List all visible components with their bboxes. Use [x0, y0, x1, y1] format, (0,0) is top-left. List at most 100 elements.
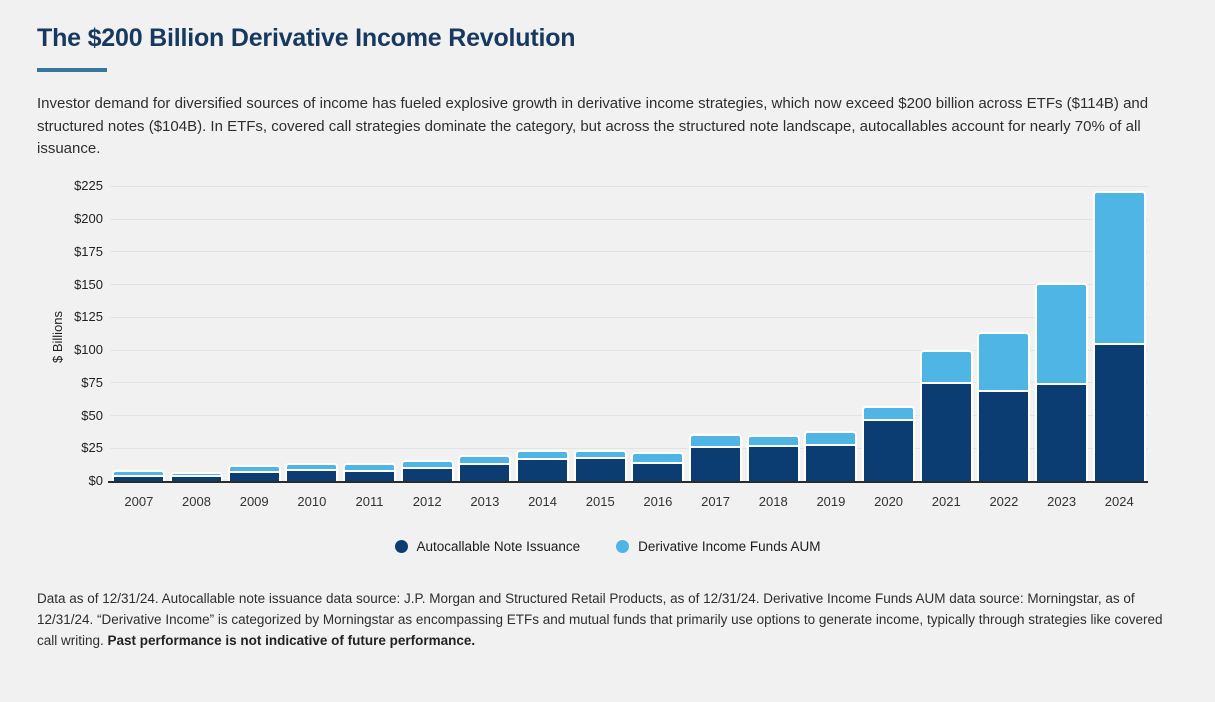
autocallable-segment — [345, 471, 395, 481]
autocallable-segment — [691, 448, 741, 481]
stacked-bar — [862, 406, 916, 481]
aum-segment — [345, 464, 395, 472]
y-axis: $0 $25 $50 $75 $100 $125 $150 $175 $200 $225 — [34, 178, 103, 488]
y-axis-tick-label: $50 — [81, 407, 103, 423]
autocallable-segment — [460, 465, 510, 481]
aum-segment — [921, 351, 971, 385]
stacked-bar — [227, 465, 281, 481]
y-axis-tick-label: $25 — [81, 440, 103, 456]
stacked-bar — [458, 454, 512, 481]
bar-group-2016 — [629, 186, 687, 481]
y-axis-tick-label: $175 — [74, 243, 103, 259]
aum-segment — [748, 437, 798, 447]
x-axis-label: 2015 — [585, 494, 615, 509]
stacked-bar — [1035, 283, 1089, 481]
x-axis-label: 2013 — [470, 494, 500, 509]
y-axis-tick-label: $150 — [74, 276, 103, 292]
gridline — [110, 284, 1148, 285]
x-axis-label: 2018 — [758, 494, 788, 509]
stacked-bar — [631, 452, 685, 481]
stacked-bar — [516, 449, 570, 481]
stacked-bar — [977, 331, 1031, 481]
gridline — [110, 415, 1148, 416]
bar-group-2007 — [110, 186, 168, 481]
aum-legend-dot-icon — [616, 540, 630, 553]
stacked-bar — [400, 459, 454, 481]
bar-group-2012 — [398, 186, 456, 481]
footer-text: Data as of 12/31/24. Autocallable note i… — [37, 591, 1163, 648]
autocallable-segment — [114, 477, 164, 481]
x-axis-label: 2010 — [297, 494, 327, 509]
bar-group-2008 — [168, 186, 226, 481]
bar-series-container — [110, 186, 1148, 481]
bar-group-2021 — [917, 186, 975, 481]
autocallable-segment — [806, 445, 856, 481]
x-axis-label: 2009 — [239, 494, 269, 509]
bar-group-2011 — [341, 186, 399, 481]
aum-segment — [864, 408, 914, 421]
aum-segment — [460, 456, 510, 466]
bar-group-2015 — [571, 186, 629, 481]
y-axis-tick-label: $125 — [74, 309, 103, 325]
chart-plot-area — [108, 185, 1148, 483]
gridline — [110, 316, 1148, 318]
bar-group-2020 — [860, 186, 918, 481]
page-title: The $200 Billion Derivative Income Revol… — [37, 24, 576, 52]
aum-segment — [172, 473, 221, 478]
aum-segment — [575, 451, 625, 459]
x-axis-label: 2019 — [816, 494, 846, 509]
autocallable-segment — [748, 446, 798, 481]
x-axis-line — [108, 481, 1148, 483]
source-disclosure-text: Data as of 12/31/24. Autocallable note i… — [37, 588, 1182, 651]
bar-group-2014 — [514, 186, 572, 481]
autocallable-segment — [1037, 385, 1087, 481]
aum-segment — [287, 464, 337, 471]
x-axis-label: 2011 — [355, 494, 384, 509]
aum-segment — [229, 467, 279, 474]
autocallable-segment — [633, 463, 683, 481]
x-axis-label: 2020 — [874, 494, 904, 509]
stacked-bar — [746, 435, 800, 481]
aum-segment — [402, 461, 452, 470]
legend-entry-aum: Derivative Income Funds AUM — [616, 539, 820, 554]
bar-group-2017 — [687, 186, 745, 481]
autocallable-segment — [172, 477, 221, 481]
gridline — [110, 185, 1148, 187]
x-axis-label: 2024 — [1104, 494, 1134, 509]
aum-segment — [979, 333, 1029, 392]
y-axis-tick-label: $0 — [88, 473, 103, 488]
autocallable-segment — [1094, 344, 1144, 481]
gridline — [110, 218, 1148, 220]
autocallable-segment — [979, 391, 1029, 481]
stacked-bar — [170, 471, 223, 481]
stacked-bar — [1092, 191, 1146, 481]
aum-segment — [1037, 285, 1087, 386]
footer-disclaimer-bold: Past performance is not indicative of fu… — [107, 633, 476, 648]
bar-group-2024 — [1090, 186, 1148, 481]
y-axis-tick-label: $200 — [74, 211, 103, 226]
autocallable-segment — [518, 460, 568, 481]
stacked-bar — [689, 433, 743, 481]
chart-legend: Autocallable Note Issuance Derivative In… — [0, 539, 1215, 554]
x-axis: 2007 2008 2009 2010 2011 2012 2013 2014 2015 2016… — [110, 494, 1148, 509]
stacked-bar — [919, 349, 973, 481]
y-axis-tick-label: $100 — [74, 342, 103, 357]
x-axis-label: 2022 — [989, 494, 1019, 509]
aum-segment — [518, 451, 568, 461]
aum-segment — [691, 435, 741, 449]
gridline — [110, 349, 1148, 351]
legend-entry-autocallable: Autocallable Note Issuance — [394, 539, 581, 554]
aum-segment — [633, 454, 683, 464]
legend-label: Derivative Income Funds AUM — [638, 539, 821, 554]
title-accent-bar — [37, 68, 107, 72]
x-axis-label: 2007 — [124, 494, 154, 509]
stacked-bar — [573, 449, 627, 481]
x-axis-label: 2023 — [1047, 494, 1077, 509]
y-axis-tick-label: $225 — [74, 178, 103, 194]
legend-label: Autocallable Note Issuance — [416, 539, 581, 554]
bar-group-2009 — [225, 186, 283, 481]
y-axis-tick-label: $75 — [81, 374, 103, 390]
autocallable-legend-dot-icon — [394, 540, 408, 553]
autocallable-segment — [402, 469, 452, 481]
